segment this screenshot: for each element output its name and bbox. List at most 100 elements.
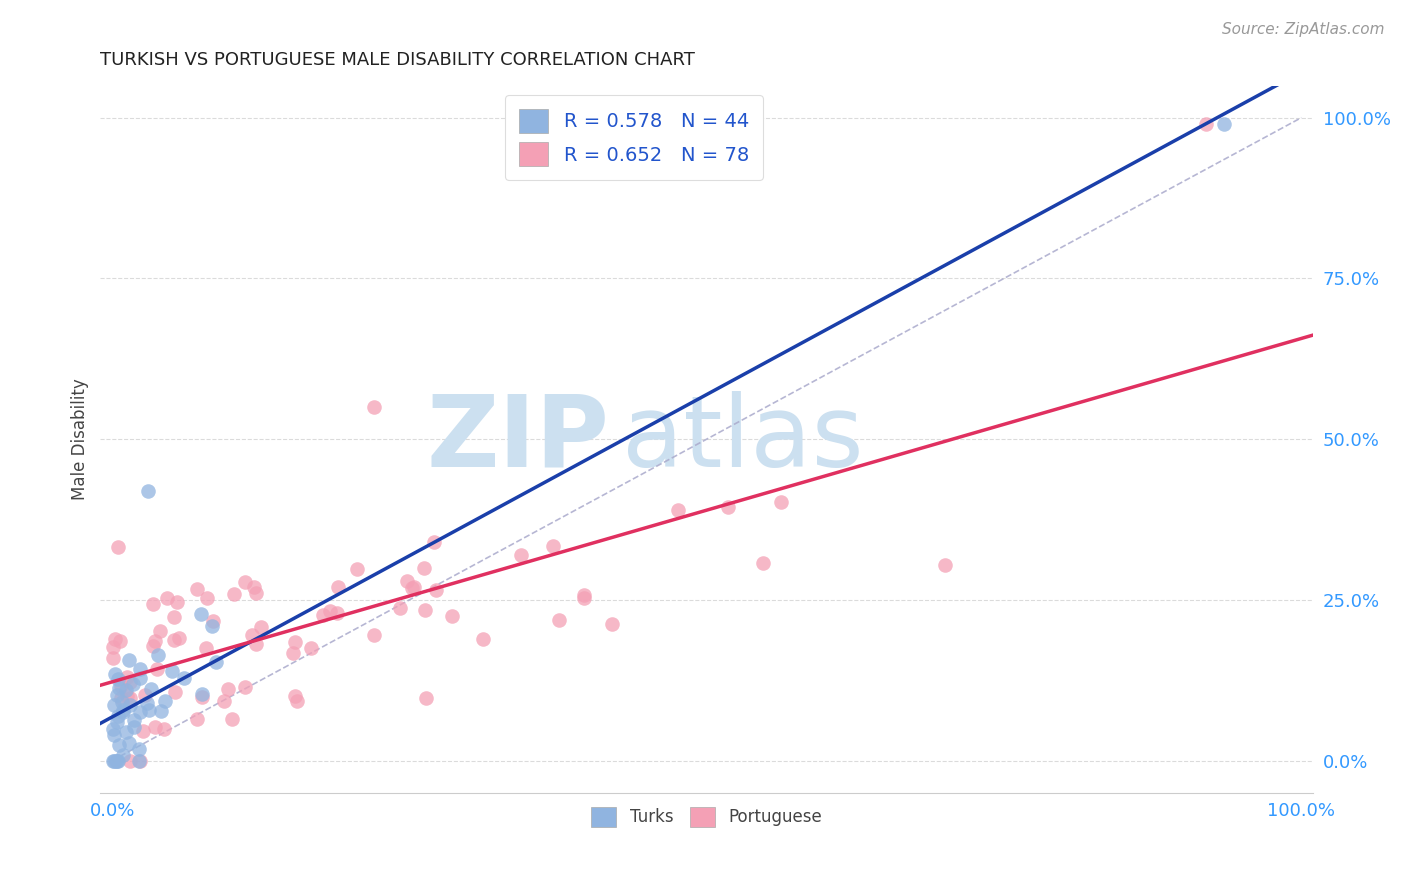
Point — [121, 677, 143, 691]
Point — [155, 694, 177, 708]
Point — [141, 682, 163, 697]
Point — [146, 662, 169, 676]
Point — [245, 637, 267, 651]
Point — [105, 754, 128, 768]
Point — [201, 619, 224, 633]
Point — [107, 754, 129, 768]
Point — [190, 607, 212, 621]
Text: atlas: atlas — [621, 391, 863, 488]
Point — [149, 624, 172, 639]
Point — [128, 754, 150, 768]
Point — [134, 688, 156, 702]
Point — [195, 640, 218, 655]
Point — [173, 671, 195, 685]
Point — [132, 723, 155, 738]
Point — [328, 580, 350, 594]
Point — [112, 705, 135, 719]
Point — [250, 620, 273, 634]
Point — [156, 591, 179, 605]
Point — [118, 754, 141, 768]
Point — [717, 500, 740, 514]
Point — [195, 591, 218, 606]
Point — [120, 698, 142, 712]
Point — [108, 633, 131, 648]
Point — [135, 696, 157, 710]
Text: Source: ZipAtlas.com: Source: ZipAtlas.com — [1222, 22, 1385, 37]
Point — [163, 632, 186, 647]
Point — [666, 502, 689, 516]
Point — [120, 690, 142, 705]
Point — [388, 600, 411, 615]
Point — [221, 712, 243, 726]
Point — [233, 575, 256, 590]
Point — [572, 588, 595, 602]
Point — [118, 653, 141, 667]
Point — [541, 539, 564, 553]
Point — [111, 747, 134, 762]
Point — [107, 672, 129, 686]
Point — [112, 703, 135, 717]
Point — [115, 683, 138, 698]
Point — [186, 712, 208, 726]
Point — [124, 720, 146, 734]
Point — [401, 582, 423, 596]
Point — [129, 754, 152, 768]
Point — [104, 667, 127, 681]
Point — [108, 738, 131, 752]
Point — [108, 681, 131, 696]
Point — [1213, 117, 1236, 131]
Point — [190, 687, 212, 701]
Point — [281, 646, 304, 660]
Point — [167, 631, 190, 645]
Point — [346, 562, 368, 576]
Point — [103, 698, 125, 712]
Point — [142, 639, 165, 653]
Point — [138, 703, 160, 717]
Point — [103, 640, 125, 654]
Point — [326, 607, 349, 621]
Point — [186, 582, 208, 596]
Point — [103, 650, 125, 665]
Point — [153, 723, 176, 737]
Point — [103, 754, 125, 768]
Point — [240, 628, 263, 642]
Point — [143, 720, 166, 734]
Point — [212, 694, 235, 708]
Point — [166, 595, 188, 609]
Point — [105, 754, 128, 768]
Point — [572, 591, 595, 605]
Point — [128, 742, 150, 756]
Point — [105, 714, 128, 729]
Legend: Turks, Portuguese: Turks, Portuguese — [585, 800, 828, 834]
Point — [422, 535, 444, 549]
Point — [107, 708, 129, 723]
Point — [222, 587, 245, 601]
Point — [548, 613, 571, 627]
Point — [934, 558, 956, 572]
Point — [110, 691, 132, 706]
Point — [105, 689, 128, 703]
Point — [285, 694, 308, 708]
Point — [217, 682, 239, 697]
Point — [120, 675, 142, 690]
Point — [415, 691, 437, 706]
Point — [115, 689, 138, 703]
Point — [243, 580, 266, 594]
Point — [150, 704, 173, 718]
Point — [363, 628, 385, 642]
Point — [509, 548, 531, 562]
Y-axis label: Male Disability: Male Disability — [72, 378, 89, 500]
Point — [395, 574, 418, 588]
Text: TURKISH VS PORTUGUESE MALE DISABILITY CORRELATION CHART: TURKISH VS PORTUGUESE MALE DISABILITY CO… — [100, 51, 695, 69]
Point — [1195, 117, 1218, 131]
Point — [363, 400, 385, 414]
Point — [129, 662, 152, 676]
Point — [114, 725, 136, 739]
Point — [160, 664, 183, 678]
Point — [129, 671, 152, 685]
Point — [146, 648, 169, 662]
Point — [312, 607, 335, 622]
Point — [118, 736, 141, 750]
Point — [425, 582, 447, 597]
Point — [441, 608, 464, 623]
